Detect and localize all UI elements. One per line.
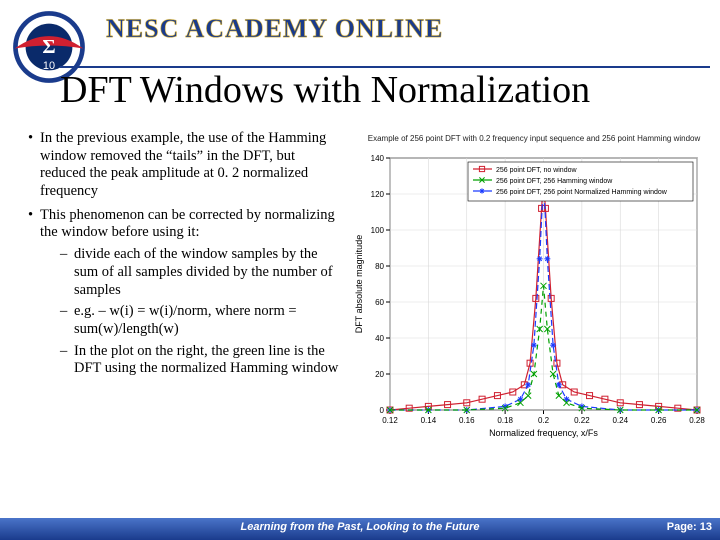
svg-text:Normalized frequency, x/Fs: Normalized frequency, x/Fs <box>489 428 598 438</box>
text-column: In the previous example, the use of the … <box>14 130 350 500</box>
subbullet-2: e.g. – w(i) = w(i)/norm, where norm = su… <box>60 303 344 338</box>
svg-text:120: 120 <box>371 190 385 199</box>
svg-text:0.12: 0.12 <box>382 416 398 425</box>
footer-tagline: Learning from the Past, Looking to the F… <box>0 521 720 533</box>
dft-chart: 0.12 0.14 0.16 0.18 0.2 0.22 0.24 0.26 0.28 0 20 40… <box>350 150 705 440</box>
body: In the previous example, the use of the … <box>14 130 710 500</box>
svg-text:Σ: Σ <box>42 36 55 58</box>
bullet-2-text: This phenomenon can be corrected by norm… <box>40 207 335 241</box>
svg-text:256 point DFT, 256 Hamming win: 256 point DFT, 256 Hamming window <box>496 178 613 185</box>
svg-text:0.18: 0.18 <box>497 416 513 425</box>
svg-text:100: 100 <box>371 226 385 235</box>
svg-text:140: 140 <box>371 154 385 163</box>
brand-title: NESC ACADEMY ONLINE <box>106 14 443 44</box>
footer: Learning from the Past, Looking to the F… <box>0 518 720 540</box>
svg-text:DFT absolute magnitude: DFT absolute magnitude <box>354 235 364 333</box>
svg-text:0.22: 0.22 <box>574 416 590 425</box>
subbullet-3: In the plot on the right, the green line… <box>60 343 344 378</box>
svg-text:60: 60 <box>375 298 384 307</box>
svg-text:0.26: 0.26 <box>651 416 667 425</box>
chart-title: Example of 256 point DFT with 0.2 freque… <box>358 134 710 143</box>
bullet-1: In the previous example, the use of the … <box>28 130 344 201</box>
svg-text:0.2: 0.2 <box>538 416 550 425</box>
logo-badge-text: 10 <box>43 60 55 72</box>
svg-text:80: 80 <box>375 262 384 271</box>
svg-text:20: 20 <box>375 370 384 379</box>
slide-title: DFT Windows with Normalization <box>60 68 590 112</box>
svg-text:0.14: 0.14 <box>421 416 437 425</box>
bullet-2: This phenomenon can be corrected by norm… <box>28 207 344 378</box>
footer-page: Page: 13 <box>667 521 712 533</box>
chart-column: Example of 256 point DFT with 0.2 freque… <box>350 130 710 500</box>
svg-text:256 point DFT, 256 point Norma: 256 point DFT, 256 point Normalized Hamm… <box>496 189 668 196</box>
svg-text:0.28: 0.28 <box>689 416 705 425</box>
svg-text:0.16: 0.16 <box>459 416 475 425</box>
svg-text:0: 0 <box>380 406 385 415</box>
slide: Σ 10 NESC ACADEMY ONLINE DFT Windows wit… <box>0 0 720 540</box>
svg-text:256 point DFT, no window: 256 point DFT, no window <box>496 167 577 174</box>
svg-text:40: 40 <box>375 334 384 343</box>
subbullet-1: divide each of the window samples by the… <box>60 246 344 299</box>
svg-text:0.24: 0.24 <box>612 416 628 425</box>
